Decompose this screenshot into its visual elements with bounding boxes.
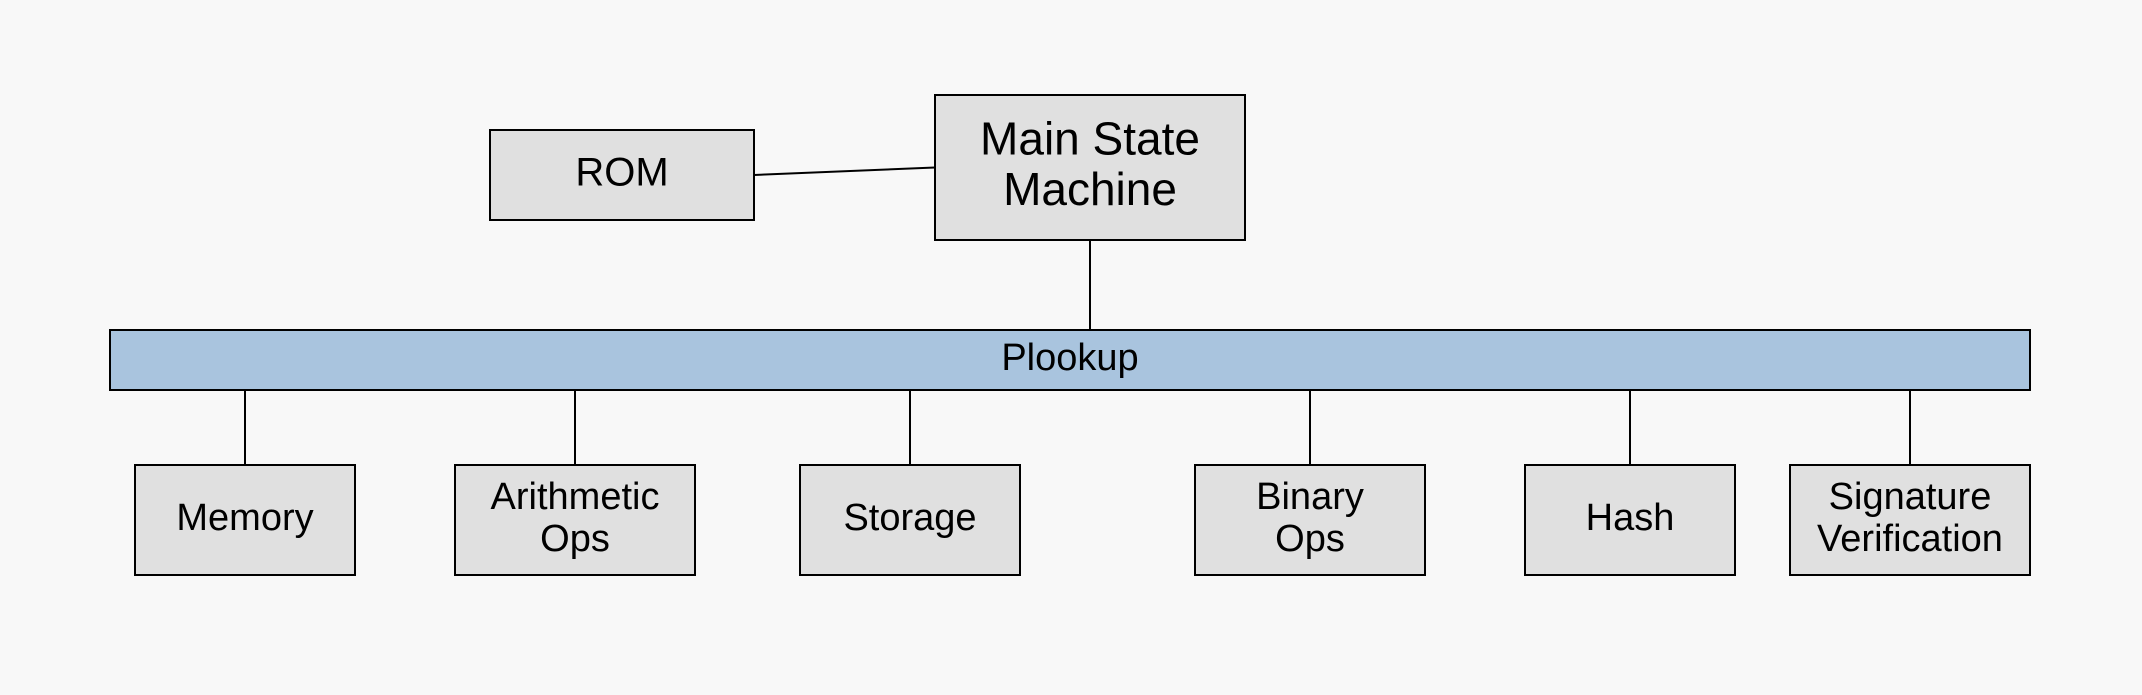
node-binary-label: Ops — [1275, 518, 1345, 560]
node-signature-label: Verification — [1817, 518, 2003, 560]
node-memory: Memory — [135, 465, 355, 575]
node-plookup-label: Plookup — [1001, 337, 1138, 379]
node-storage: Storage — [800, 465, 1020, 575]
node-plookup: Plookup — [110, 330, 2030, 390]
architecture-diagram: ROM Main StateMachine Plookup Memory Arithme… — [0, 0, 2142, 695]
node-binary: BinaryOps — [1195, 465, 1425, 575]
node-binary-label: Binary — [1256, 476, 1364, 518]
edge-rom-main — [754, 168, 935, 176]
node-signature-label: Signature — [1829, 476, 1992, 518]
node-arithmetic-label: Arithmetic — [491, 476, 660, 518]
node-signature: SignatureVerification — [1790, 465, 2030, 575]
node-memory-label: Memory — [176, 497, 313, 539]
node-main-label: Machine — [1003, 163, 1177, 215]
node-hash-label: Hash — [1586, 497, 1675, 539]
node-rom: ROM — [490, 130, 754, 220]
node-arithmetic: ArithmeticOps — [455, 465, 695, 575]
node-main-label: Main State — [980, 112, 1200, 164]
node-main: Main StateMachine — [935, 95, 1245, 240]
node-hash: Hash — [1525, 465, 1735, 575]
node-arithmetic-label: Ops — [540, 518, 610, 560]
node-storage-label: Storage — [843, 497, 976, 539]
node-rom-label: ROM — [575, 151, 668, 195]
